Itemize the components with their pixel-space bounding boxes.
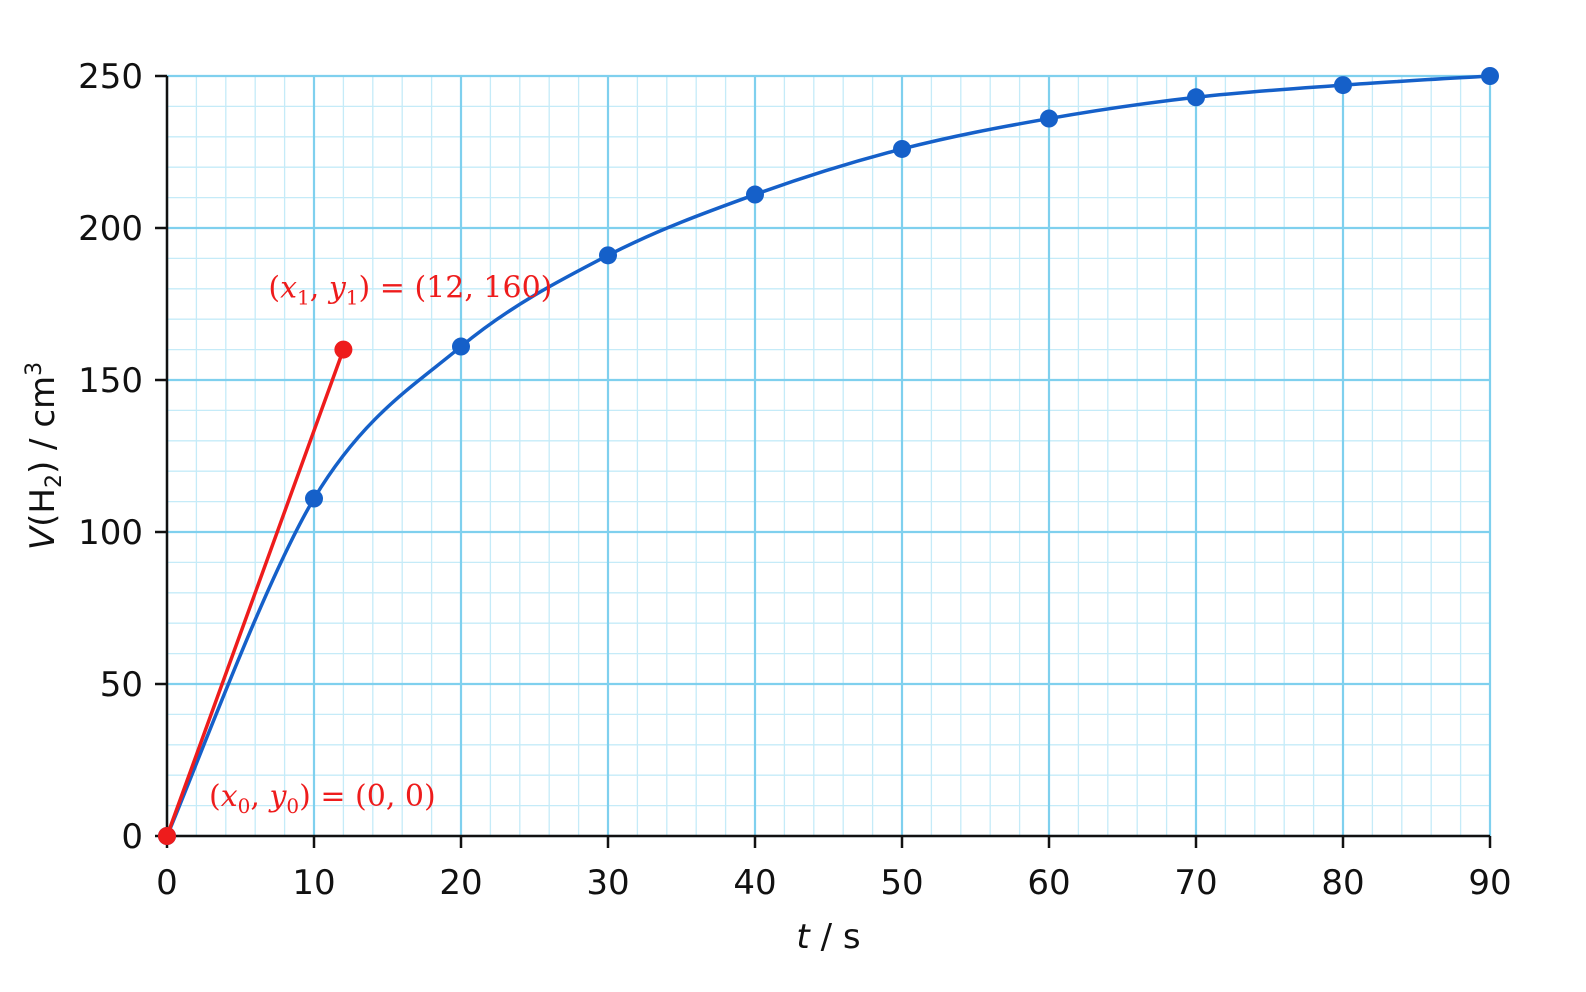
grid-minor bbox=[166, 75, 1491, 837]
y-tick-label: 100 bbox=[78, 513, 143, 553]
series-0-point bbox=[1187, 88, 1205, 107]
series-0-point bbox=[893, 139, 911, 158]
y-tick-label: 50 bbox=[100, 665, 143, 705]
series-0-point bbox=[599, 246, 617, 265]
series-0-point bbox=[452, 337, 470, 356]
x-axis-label: t / s bbox=[796, 917, 860, 957]
y-tick-label: 250 bbox=[78, 57, 143, 97]
series-1-point bbox=[334, 340, 353, 359]
x-tick-label: 80 bbox=[1321, 863, 1364, 903]
series-0-point bbox=[305, 489, 323, 508]
series-1-line bbox=[165, 347, 346, 838]
series-0-line bbox=[165, 74, 1492, 838]
annotation-0: (x1, y1) = (12, 160) bbox=[268, 271, 552, 310]
y-axis-label: V(H2) / cm3 bbox=[22, 362, 67, 550]
y-tick-label: 150 bbox=[78, 361, 143, 401]
y-tick-label: 200 bbox=[78, 209, 143, 249]
series-0-point bbox=[1334, 76, 1352, 95]
x-tick-label: 10 bbox=[292, 863, 335, 903]
series-0-point bbox=[746, 185, 764, 204]
x-tick-label: 40 bbox=[733, 863, 776, 903]
x-tick-label: 0 bbox=[156, 863, 178, 903]
x-tick-label: 70 bbox=[1174, 863, 1217, 903]
x-tick-label: 50 bbox=[880, 863, 923, 903]
series-0-point bbox=[1040, 109, 1058, 128]
x-tick-label: 20 bbox=[439, 863, 482, 903]
series-0-point bbox=[1481, 67, 1499, 85]
x-tick-label: 60 bbox=[1027, 863, 1070, 903]
y-tick-label: 0 bbox=[121, 817, 143, 857]
x-tick-label: 30 bbox=[586, 863, 629, 903]
annotation-1: (x0, y0) = (0, 0) bbox=[209, 779, 436, 818]
grid-major bbox=[165, 74, 1492, 838]
x-tick-label: 90 bbox=[1468, 863, 1511, 903]
series-1-point bbox=[158, 827, 176, 845]
